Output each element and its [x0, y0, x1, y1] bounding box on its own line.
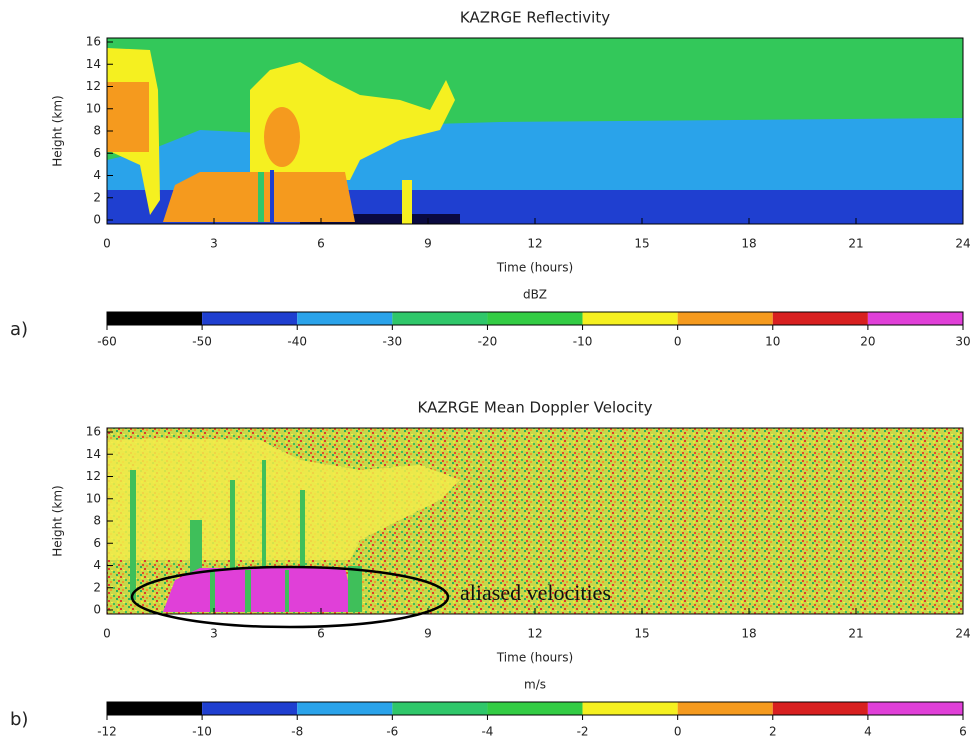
colorbar-tick-label: -20: [478, 335, 498, 349]
panel-label: a): [10, 319, 28, 340]
x-tick-label: 21: [848, 627, 863, 641]
x-axis-label: Time (hours): [496, 651, 573, 665]
colorbar-segment: [867, 312, 963, 325]
y-axis-label: Height (km): [51, 95, 65, 166]
y-tick-label: 10: [86, 491, 101, 505]
colorbar-tick-label: -2: [577, 725, 589, 739]
colorbar-segment: [487, 702, 583, 715]
colorbar-tick-label: 0: [674, 335, 682, 349]
y-tick-label: 6: [93, 146, 101, 160]
x-tick-label: 12: [527, 237, 542, 251]
colorbar-segment: [867, 702, 963, 715]
y-tick-label: 8: [93, 514, 101, 528]
x-tick-label: 15: [634, 237, 649, 251]
colorbar-segment: [772, 702, 868, 715]
highlight-ellipse: [130, 565, 450, 629]
x-tick-label: 9: [424, 237, 432, 251]
colorbar-segment: [677, 312, 773, 325]
y-tick-label: 6: [93, 536, 101, 550]
colorbar-segment: [107, 702, 203, 715]
colorbar-tick-label: 20: [860, 335, 875, 349]
colorbar-tick-label: 30: [955, 335, 970, 349]
y-tick-label: 14: [86, 447, 101, 461]
colorbar-tick-label: -8: [291, 725, 303, 739]
x-tick-label: 6: [317, 627, 325, 641]
y-tick-label: 0: [93, 213, 101, 227]
colorbar-segment: [392, 702, 488, 715]
colorbar-segment: [297, 312, 393, 325]
y-tick-label: 2: [93, 580, 101, 594]
x-tick-label: 18: [741, 237, 756, 251]
colorbar-tick-label: -50: [192, 335, 212, 349]
colorbar-tick-label: 4: [864, 725, 872, 739]
colorbar-tick-label: -6: [386, 725, 398, 739]
colorbar-segment: [107, 312, 203, 325]
y-tick-label: 16: [86, 425, 101, 439]
x-tick-label: 12: [527, 627, 542, 641]
chart-title: KAZRGE Reflectivity: [460, 9, 610, 27]
colorbar-tick-label: -40: [287, 335, 307, 349]
colorbar-segment: [392, 312, 488, 325]
x-tick-label: 3: [210, 237, 218, 251]
colorbar-segment: [487, 312, 583, 325]
x-tick-label: 15: [634, 627, 649, 641]
colorbar-segment: [202, 312, 298, 325]
x-tick-label: 3: [210, 627, 218, 641]
x-tick-label: 21: [848, 237, 863, 251]
colorbar-segment: [677, 702, 773, 715]
x-tick-label: 9: [424, 627, 432, 641]
x-tick-label: 0: [103, 627, 111, 641]
chart-title: KAZRGE Mean Doppler Velocity: [418, 399, 653, 417]
colorbar-tick-label: -4: [481, 725, 493, 739]
colorbar-frame: [106, 311, 964, 326]
y-tick-label: 12: [86, 79, 101, 93]
x-tick-label: 0: [103, 237, 111, 251]
annotation: aliased velocities: [460, 580, 611, 605]
colorbar-segment: [202, 702, 298, 715]
colorbar-frame: [106, 701, 964, 716]
colorbar-tick-label: 6: [959, 725, 967, 739]
colorbar-label: m/s: [524, 678, 546, 692]
colorbar-tick-label: 10: [765, 335, 780, 349]
panel-label: b): [10, 709, 28, 730]
colorbar-tick-label: -12: [97, 725, 117, 739]
x-axis-label: Time (hours): [496, 261, 573, 275]
y-tick-label: 12: [86, 469, 101, 483]
colorbar-segment: [582, 312, 678, 325]
x-tick-label: 24: [955, 237, 970, 251]
colorbar-tick-label: 0: [674, 725, 682, 739]
x-tick-label: 18: [741, 627, 756, 641]
y-tick-label: 8: [93, 124, 101, 138]
colorbar-tick-label: -60: [97, 335, 117, 349]
x-tick-label: 6: [317, 237, 325, 251]
y-tick-label: 0: [93, 603, 101, 617]
y-tick-label: 4: [93, 168, 101, 182]
y-tick-label: 4: [93, 558, 101, 572]
y-tick-label: 10: [86, 101, 101, 115]
colorbar-tick-label: -30: [383, 335, 403, 349]
colorbar-label: dBZ: [523, 288, 547, 302]
x-tick-label: 24: [955, 627, 970, 641]
colorbar-segment: [582, 702, 678, 715]
colorbar-tick-label: -10: [192, 725, 212, 739]
y-tick-label: 14: [86, 57, 101, 71]
colorbar-segment: [772, 312, 868, 325]
velocity-image: [107, 428, 963, 614]
y-axis-label: Height (km): [51, 485, 65, 556]
reflectivity-image: [107, 38, 963, 224]
colorbar-segment: [297, 702, 393, 715]
colorbar-tick-label: 2: [769, 725, 777, 739]
colorbar-tick-label: -10: [573, 335, 593, 349]
y-tick-label: 2: [93, 190, 101, 204]
y-tick-label: 16: [86, 35, 101, 49]
